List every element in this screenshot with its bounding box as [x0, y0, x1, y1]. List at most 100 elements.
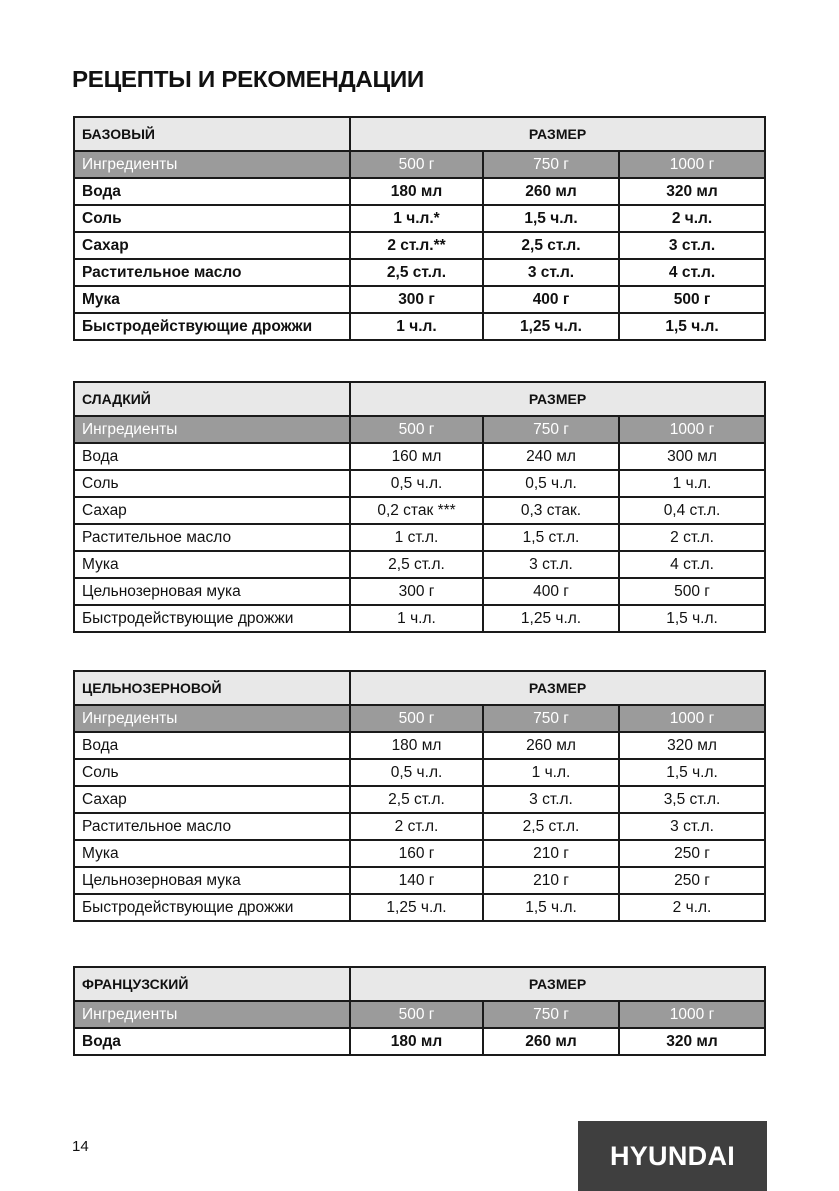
table-row: Вода 180 мл 260 мл 320 мл [73, 731, 767, 760]
table-row: Мука 160 г 210 г 250 г [73, 839, 767, 868]
ingredient-amount: 320 мл [617, 731, 767, 760]
ingredient-amount: 1,5 ч.л. [617, 604, 767, 633]
ingredient-amount: 210 г [482, 839, 620, 868]
ingredient-amount: 2,5 ст.л. [482, 812, 620, 841]
ingredient-amount: 3 ст.л. [482, 550, 620, 579]
ingredient-amount: 260 мл [482, 177, 620, 206]
table-row: Быстродействующие дрожжи 1 ч.л. 1,25 ч.л. 1… [73, 604, 767, 633]
table-row: Цельнозерновая мука 300 г 400 г 500 г [73, 577, 767, 606]
ingredient-amount: 300 г [349, 285, 484, 314]
ingredient-amount: 3,5 ст.л. [617, 785, 767, 814]
ingredient-name: Мука [73, 839, 351, 868]
recipe-name: БАЗОВЫЙ [73, 116, 351, 152]
table-row: Мука 300 г 400 г 500 г [73, 285, 767, 314]
size-label: 750 г [482, 1000, 620, 1029]
ingredient-amount: 3 ст.л. [617, 231, 767, 260]
ingredient-amount: 3 ст.л. [482, 785, 620, 814]
ingredient-name: Сахар [73, 231, 351, 260]
size-label: 500 г [349, 415, 484, 444]
ingredient-amount: 1,5 ч.л. [482, 893, 620, 922]
size-label: 1000 г [617, 415, 767, 444]
ingredient-amount: 210 г [482, 866, 620, 895]
ingredient-amount: 2 ст.л. [349, 812, 484, 841]
ingredient-name: Соль [73, 469, 351, 498]
table-row: Растительное масло 2,5 ст.л. 3 ст.л. 4 ст.л… [73, 258, 767, 287]
ingredient-amount: 240 мл [482, 442, 620, 471]
ingredient-amount: 2 ч.л. [617, 893, 767, 922]
ingredient-amount: 0,5 ч.л. [482, 469, 620, 498]
size-label: 1000 г [617, 1000, 767, 1029]
ingredients-header-row: Ингредиенты 500 г 750 г 1000 г [73, 415, 767, 444]
table-row: Вода 180 мл 260 мл 320 мл [73, 177, 767, 206]
ingredient-amount: 1,25 ч.л. [482, 604, 620, 633]
ingredient-name: Вода [73, 1027, 351, 1056]
table-row: Растительное масло 2 ст.л. 2,5 ст.л. 3 ст.л… [73, 812, 767, 841]
ingredient-amount: 1 ч.л. [482, 758, 620, 787]
ingredient-name: Мука [73, 550, 351, 579]
ingredient-amount: 2 ст.л. [617, 523, 767, 552]
size-label: 500 г [349, 1000, 484, 1029]
ingredient-name: Цельнозерновая мука [73, 866, 351, 895]
table-row: Вода 160 мл 240 мл 300 мл [73, 442, 767, 471]
table-row: Быстродействующие дрожжи 1,25 ч.л. 1,5 ч.л… [73, 893, 767, 922]
ingredient-name: Вода [73, 177, 351, 206]
ingredient-amount: 1 ст.л. [349, 523, 484, 552]
ingredients-header-row: Ингредиенты 500 г 750 г 1000 г [73, 1000, 767, 1029]
ingredient-amount: 0,2 стак *** [349, 496, 484, 525]
ingredient-amount: 160 г [349, 839, 484, 868]
ingredient-amount: 2 ч.л. [617, 204, 767, 233]
size-label: 500 г [349, 150, 484, 179]
table-row: Соль 0,5 ч.л. 1 ч.л. 1,5 ч.л. [73, 758, 767, 787]
ingredient-name: Растительное масло [73, 812, 351, 841]
table-row: Мука 2,5 ст.л. 3 ст.л. 4 ст.л. [73, 550, 767, 579]
size-header: РАЗМЕР [348, 670, 767, 706]
size-header: РАЗМЕР [348, 381, 767, 417]
ingredient-amount: 2,5 ст.л. [349, 785, 484, 814]
recipe-name: ФРАНЦУЗСКИЙ [73, 966, 351, 1002]
table-row: Цельнозерновая мука 140 г 210 г 250 г [73, 866, 767, 895]
ingredient-amount: 400 г [482, 577, 620, 606]
ingredient-amount: 320 мл [617, 177, 767, 206]
ingredient-amount: 1 ч.л. [617, 469, 767, 498]
ingredients-header-row: Ингредиенты 500 г 750 г 1000 г [73, 150, 767, 179]
ingredient-amount: 180 мл [349, 177, 484, 206]
ingredient-amount: 1,5 ч.л. [617, 312, 767, 341]
ingredient-amount: 1,25 ч.л. [349, 893, 484, 922]
ingredients-header-row: Ингредиенты 500 г 750 г 1000 г [73, 704, 767, 733]
ingredient-amount: 1 ч.л. [349, 312, 484, 341]
ingredient-name: Вода [73, 442, 351, 471]
ingredients-label: Ингредиенты [73, 150, 351, 179]
size-label: 500 г [349, 704, 484, 733]
ingredients-label: Ингредиенты [73, 704, 351, 733]
ingredient-amount: 300 г [349, 577, 484, 606]
ingredient-name: Быстродействующие дрожжи [73, 604, 351, 633]
ingredient-amount: 160 мл [349, 442, 484, 471]
ingredient-name: Вода [73, 731, 351, 760]
ingredient-amount: 2,5 ст.л. [349, 550, 484, 579]
ingredient-amount: 140 г [349, 866, 484, 895]
table-row: Вода 180 мл 260 мл 320 мл [73, 1027, 767, 1056]
ingredients-label: Ингредиенты [73, 1000, 351, 1029]
size-header: РАЗМЕР [348, 116, 767, 152]
size-label: 1000 г [617, 150, 767, 179]
recipe-table: СЛАДКИЙ РАЗМЕР Ингредиенты 500 г 750 г 1000… [73, 381, 767, 633]
ingredient-amount: 500 г [617, 285, 767, 314]
recipe-name: СЛАДКИЙ [73, 381, 351, 417]
table-header-row: СЛАДКИЙ РАЗМЕР [73, 381, 767, 417]
ingredient-amount: 1,5 ч.л. [617, 758, 767, 787]
table-row: Быстродействующие дрожжи 1 ч.л. 1,25 ч.л. 1… [73, 312, 767, 341]
ingredient-amount: 0,3 стак. [482, 496, 620, 525]
ingredient-name: Растительное масло [73, 523, 351, 552]
ingredient-name: Мука [73, 285, 351, 314]
ingredient-amount: 320 мл [617, 1027, 767, 1056]
ingredient-amount: 1,5 ст.л. [482, 523, 620, 552]
table-row: Сахар 2,5 ст.л. 3 ст.л. 3,5 ст.л. [73, 785, 767, 814]
ingredient-amount: 250 г [617, 839, 767, 868]
size-label: 1000 г [617, 704, 767, 733]
table-row: Сахар 2 ст.л.** 2,5 ст.л. 3 ст.л. [73, 231, 767, 260]
recipe-name: ЦЕЛЬНОЗЕРНОВОЙ [73, 670, 351, 706]
ingredient-amount: 2 ст.л.** [349, 231, 484, 260]
recipe-table: ФРАНЦУЗСКИЙ РАЗМЕР Ингредиенты 500 г 750 г… [73, 966, 767, 1056]
page-number: 14 [72, 1138, 89, 1155]
ingredient-amount: 3 ст.л. [482, 258, 620, 287]
